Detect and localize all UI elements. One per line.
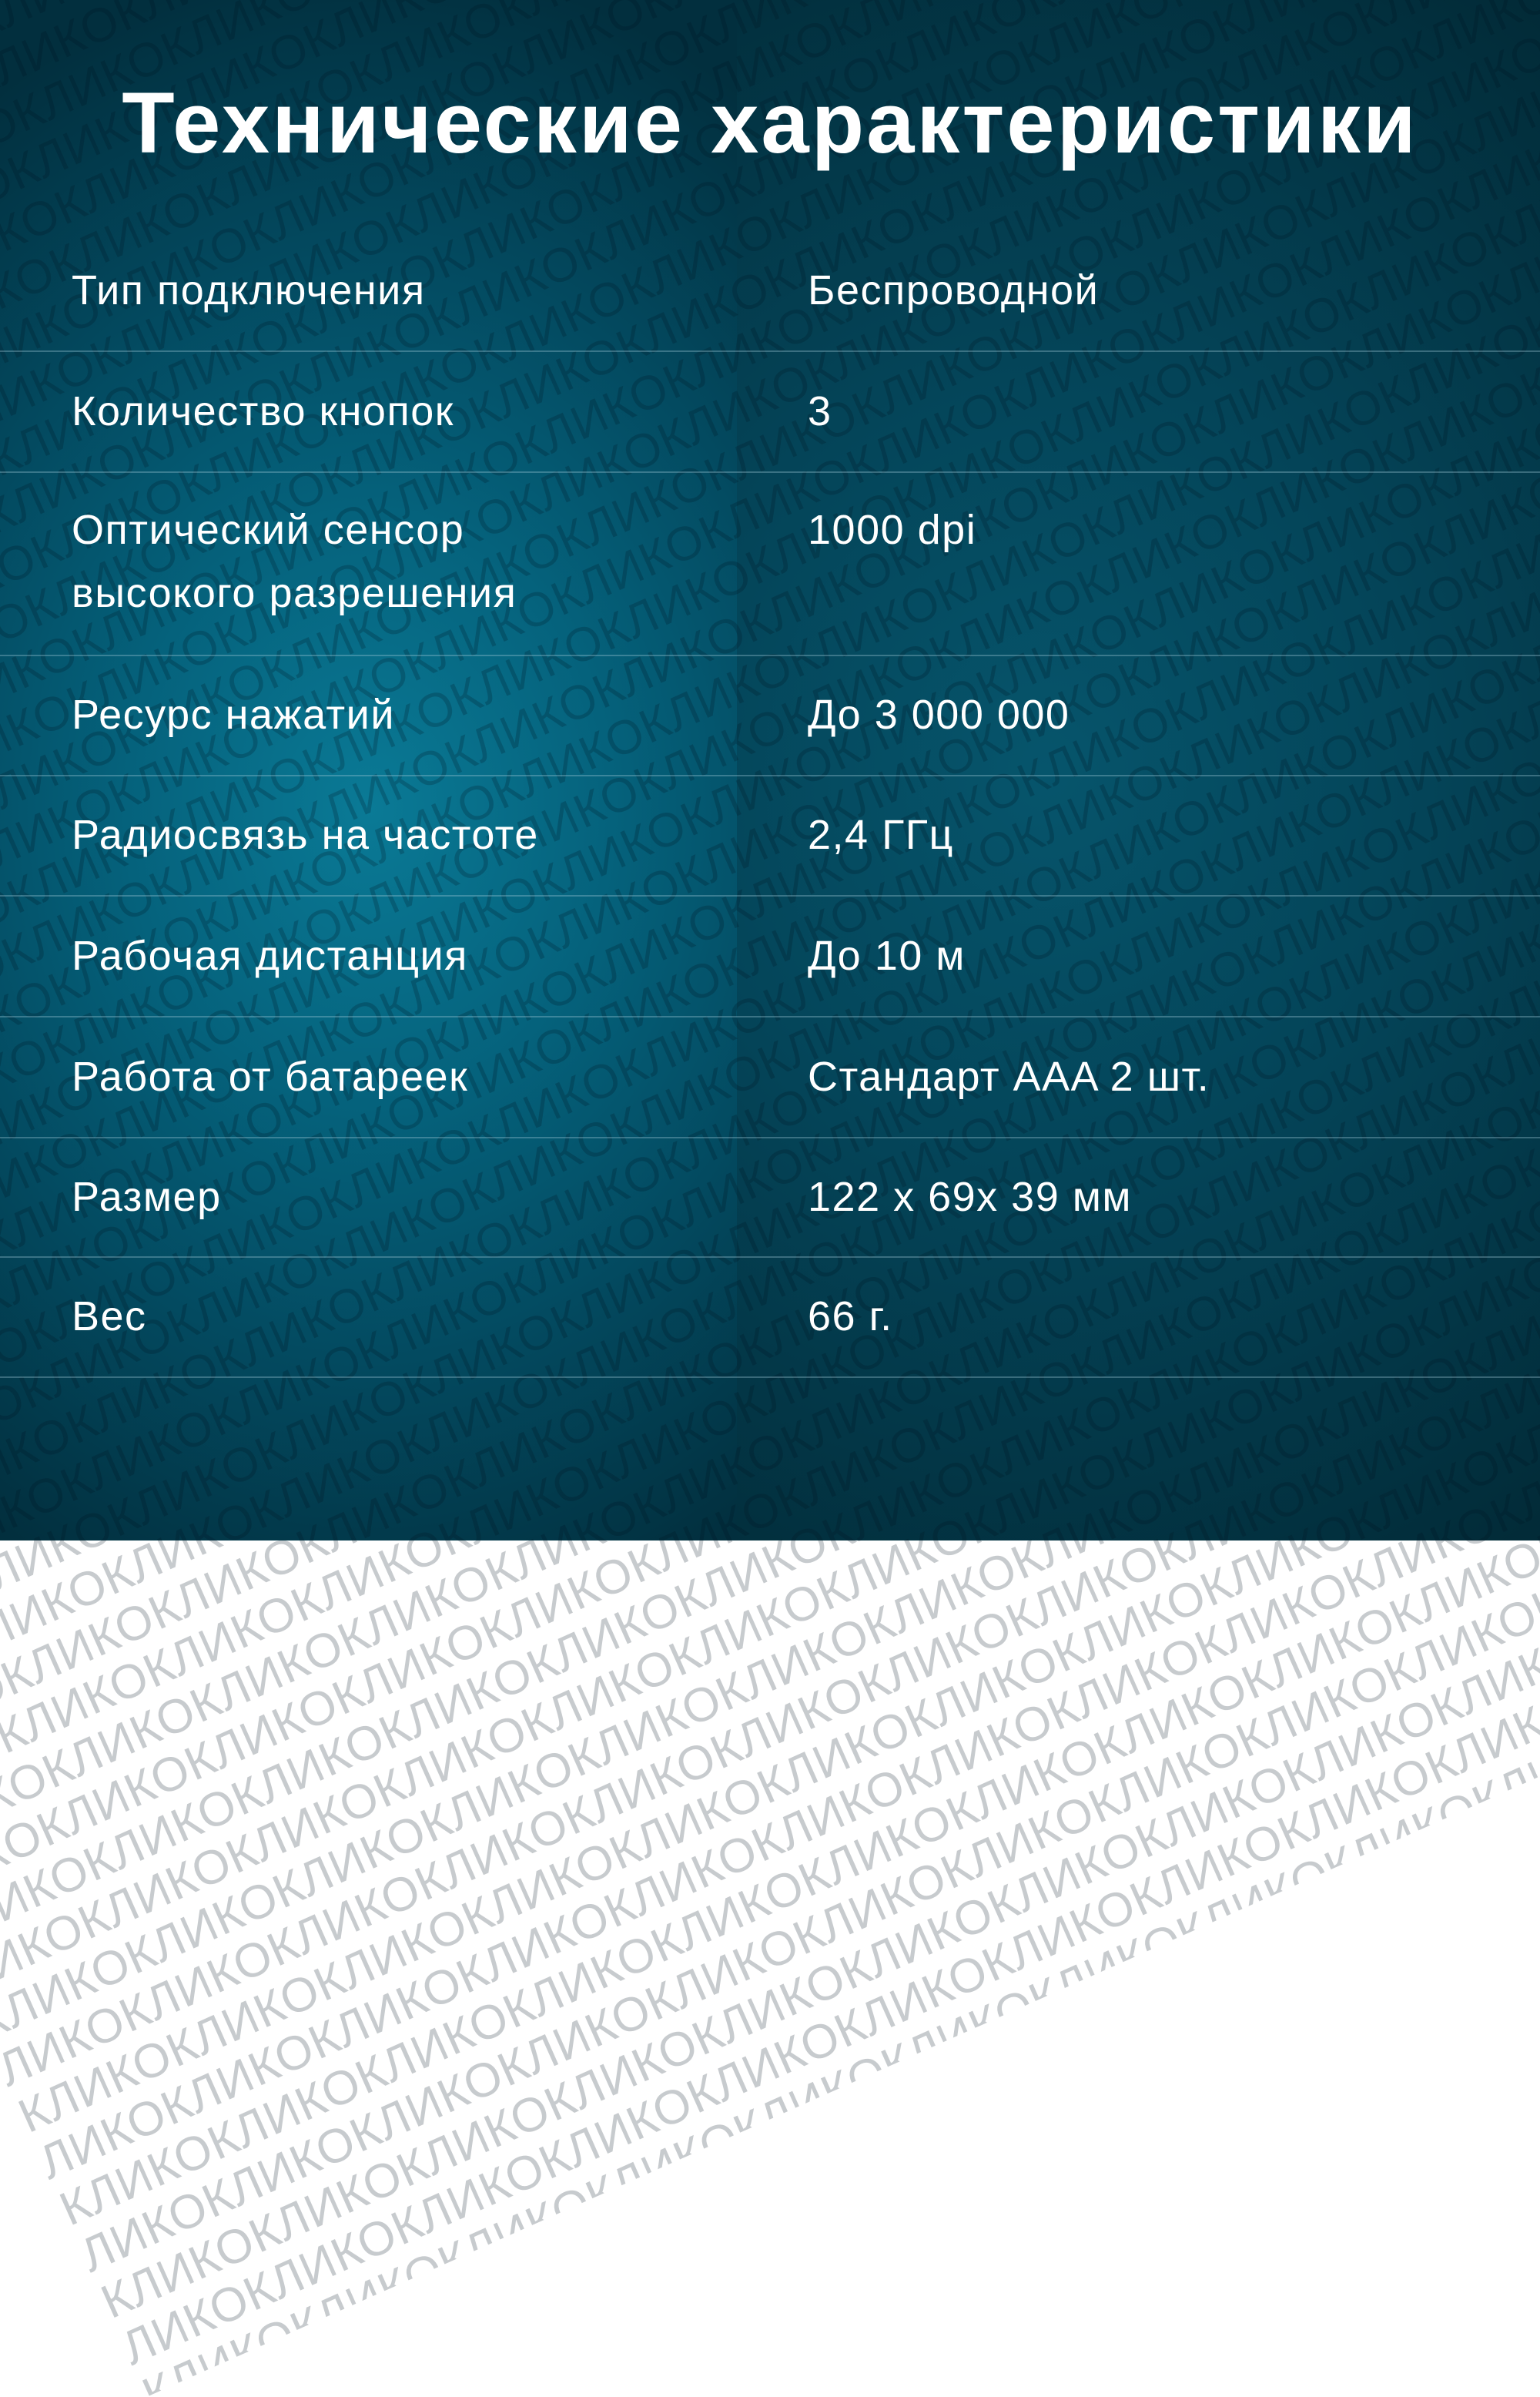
spec-value: До 10 м [808, 932, 966, 979]
spec-row: Оптический сенсор высокого разрешения 100… [0, 471, 1540, 656]
spec-row: Размер 122 x 69x 39 мм [0, 1137, 1540, 1258]
spec-label: Работа от батареек [72, 1053, 469, 1100]
spec-value: До 3 000 000 [808, 692, 1070, 738]
spec-label: Количество кнопок [72, 387, 454, 434]
page-title: Технические характеристики [122, 75, 1418, 171]
spec-row: Тип подключения Беспроводной [0, 230, 1540, 352]
spec-value: 66 г. [808, 1293, 893, 1339]
spec-label: Радиосвязь на частоте [72, 812, 539, 858]
spec-label: Тип подключения [72, 267, 426, 313]
spec-row: Вес 66 г. [0, 1256, 1540, 1378]
spec-value: 1000 dpi [808, 507, 977, 553]
spec-row: Радиосвязь на частоте 2,4 ГГц [0, 775, 1540, 897]
spec-value: Беспроводной [808, 267, 1100, 313]
spec-row: Работа от батареек Стандарт AAA 2 шт. [0, 1016, 1540, 1138]
right-panel-background [737, 0, 1540, 1540]
spec-label: Вес [72, 1293, 147, 1339]
spec-row: Количество кнопок 3 [0, 350, 1540, 473]
spec-label: Ресурс нажатий [72, 692, 395, 738]
spec-value: Стандарт AAA 2 шт. [808, 1053, 1210, 1100]
spec-value: 3 [808, 387, 832, 434]
spec-value: 2,4 ГГц [808, 812, 954, 858]
left-panel-background [0, 0, 737, 1540]
spec-label: Размер [72, 1173, 222, 1220]
spec-label: Рабочая дистанция [72, 932, 468, 979]
spec-label: Оптический сенсор высокого разрешения [72, 507, 517, 616]
spec-value: 122 x 69x 39 мм [808, 1173, 1132, 1220]
spec-row: Ресурс нажатий До 3 000 000 [0, 655, 1540, 776]
spec-row: Рабочая дистанция До 10 м [0, 895, 1540, 1017]
